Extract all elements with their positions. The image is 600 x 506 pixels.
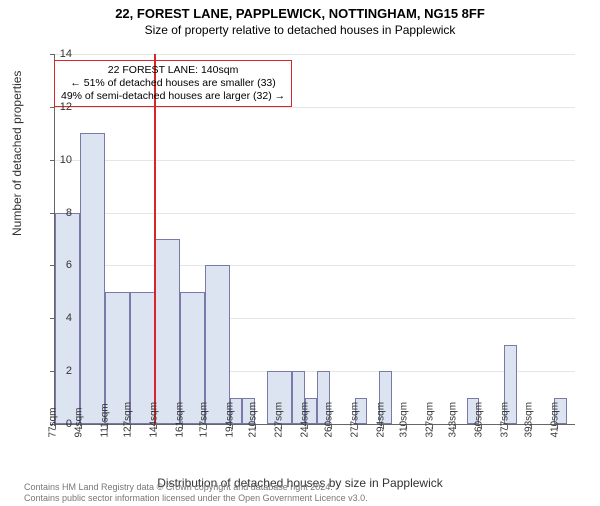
ytick-label: 2 [32,365,72,377]
gridline [55,160,575,161]
footer-line1: Contains HM Land Registry data © Crown c… [24,482,368,493]
plot-area: 77sqm94sqm111sqm127sqm144sqm161sqm177sqm… [54,54,575,425]
ytick-label: 4 [32,312,72,324]
annotation-line3: 49% of semi-detached houses are larger (… [61,90,285,103]
plot-container: 77sqm94sqm111sqm127sqm144sqm161sqm177sqm… [54,54,574,424]
gridline [55,265,575,266]
ytick-label: 12 [32,101,72,113]
ytick-label: 10 [32,154,72,166]
y-axis-label: Number of detached properties [10,71,24,236]
footer-attribution: Contains HM Land Registry data © Crown c… [24,482,368,504]
reference-line [154,54,156,424]
histogram-bar [205,265,230,424]
annotation-line2: ← 51% of detached houses are smaller (33… [61,77,285,90]
ytick-label: 6 [32,259,72,271]
histogram-bar [80,133,105,424]
histogram-bar [155,239,180,424]
footer-line2: Contains public sector information licen… [24,493,368,504]
gridline [55,54,575,55]
chart-subtitle: Size of property relative to detached ho… [0,23,600,37]
ytick-label: 14 [32,48,72,60]
title-block: 22, FOREST LANE, PAPPLEWICK, NOTTINGHAM,… [0,6,600,37]
gridline [55,213,575,214]
ytick-label: 8 [32,207,72,219]
ytick-label: 0 [32,418,72,430]
chart-title: 22, FOREST LANE, PAPPLEWICK, NOTTINGHAM,… [0,6,600,21]
annotation-line1: 22 FOREST LANE: 140sqm [61,64,285,77]
annotation-box: 22 FOREST LANE: 140sqm ← 51% of detached… [54,60,292,107]
